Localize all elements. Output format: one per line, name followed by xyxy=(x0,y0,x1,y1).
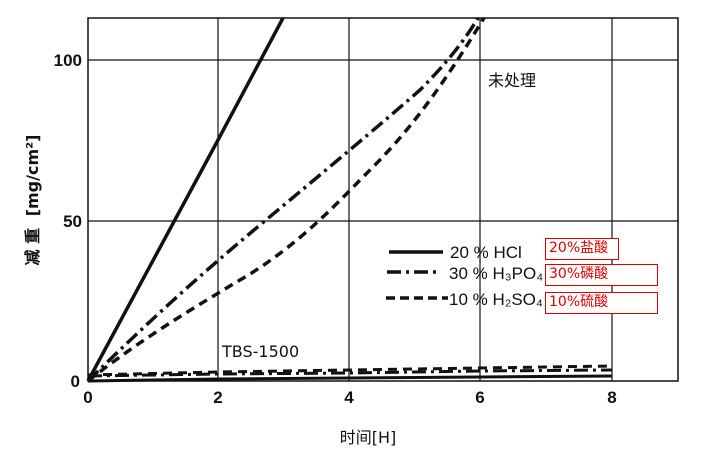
legend-cn-hcl: 20%盐酸 xyxy=(545,238,619,260)
legend-cn-h2so4: 10%硫酸 xyxy=(545,292,658,314)
y-tick-50: 50 xyxy=(63,212,82,231)
curve-h3po4-tbs xyxy=(87,368,613,378)
curve-h3po4-untreated xyxy=(86,17,480,383)
x-tick-8: 8 xyxy=(607,388,616,407)
legend-label-h2so4: 10 % H₂SO₄ xyxy=(449,290,543,309)
legend-cn-h3po4: 30%磷酸 xyxy=(545,264,658,286)
y-axis-label-cn: 减 重 xyxy=(23,228,42,266)
x-tick-4: 4 xyxy=(344,388,354,407)
curve-hcl-tbs xyxy=(87,374,613,383)
y-axis-label: 减 重 [mg/cm²] xyxy=(23,135,42,266)
legend-label-hcl: 20 % HCl xyxy=(450,243,522,262)
series-tbs-1500 xyxy=(87,364,613,383)
x-axis-label: 时间[H] xyxy=(340,428,397,447)
plot-frame xyxy=(87,17,679,382)
y-tick-0: 0 xyxy=(71,372,80,391)
y-tick-100: 100 xyxy=(54,51,82,70)
curve-h2so4-tbs xyxy=(87,364,613,377)
series-untreated xyxy=(86,17,486,383)
curve-h2so4-untreated xyxy=(86,17,486,383)
y-axis-label-unit: [mg/cm²] xyxy=(23,135,42,217)
x-ticks: 0 2 4 6 8 xyxy=(83,388,616,407)
y-ticks: 0 50 100 xyxy=(54,51,82,391)
x-tick-0: 0 xyxy=(83,388,92,407)
svg-text:减 重 [mg/cm²]: 减 重 [mg/cm²] xyxy=(23,135,42,266)
legend xyxy=(386,250,448,300)
gridlines xyxy=(88,18,678,381)
annotation-untreated: 未处理 xyxy=(488,71,536,90)
x-tick-2: 2 xyxy=(213,388,222,407)
curve-hcl-untreated xyxy=(86,17,285,382)
legend-label-h3po4: 30 % H₃PO₄ xyxy=(449,264,543,283)
annotation-tbs-1500: TBS-1500 xyxy=(221,342,299,361)
x-tick-6: 6 xyxy=(475,388,484,407)
